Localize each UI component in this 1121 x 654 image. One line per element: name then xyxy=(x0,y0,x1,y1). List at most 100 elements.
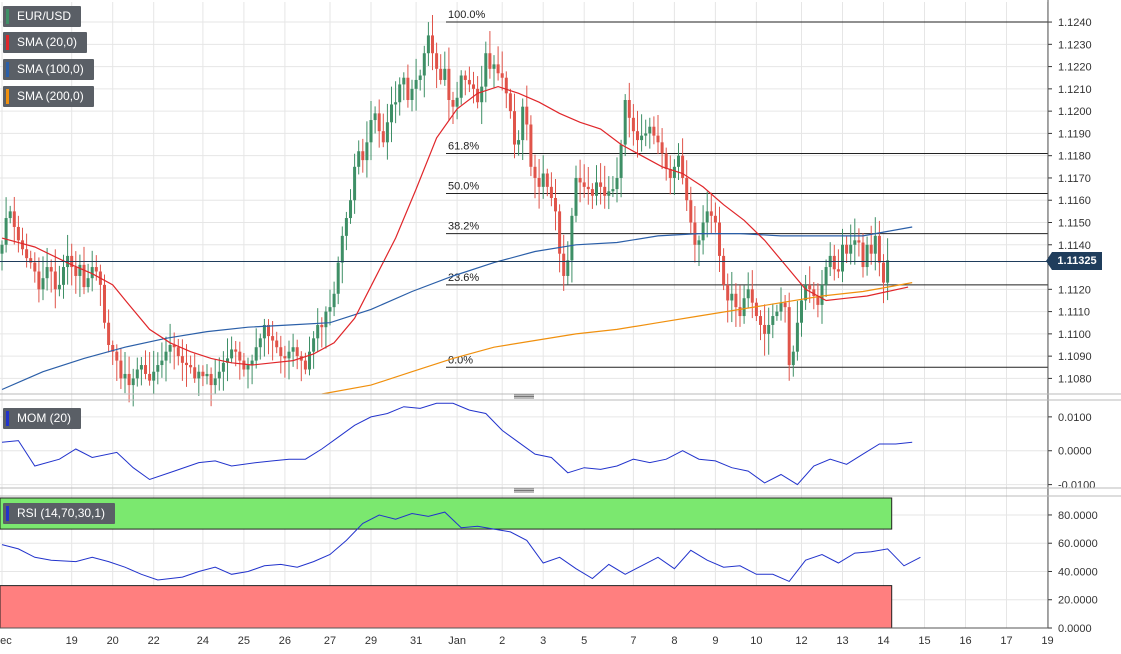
bull-candle xyxy=(623,100,627,145)
bull-candle xyxy=(841,244,844,272)
bear-candle xyxy=(320,324,324,328)
bear-candle xyxy=(21,240,24,250)
bear-candle xyxy=(533,166,537,178)
bear-candle xyxy=(832,255,836,270)
bull-candle xyxy=(779,302,783,312)
bull-candle xyxy=(746,289,750,299)
bear-candle xyxy=(812,289,816,296)
bear-candle xyxy=(115,351,119,361)
fib-label: 23.6% xyxy=(448,272,479,284)
bear-candle xyxy=(656,135,660,143)
bear-candle xyxy=(603,186,607,196)
oversold-zone xyxy=(0,585,893,629)
price-axis-label: 1.1090 xyxy=(1058,351,1092,363)
x-axis-label: 22 xyxy=(148,635,160,647)
bear-candle xyxy=(435,53,439,69)
pane-resize-handles[interactable] xyxy=(514,394,534,493)
bear-candle xyxy=(209,373,213,386)
bear-candle xyxy=(238,351,242,361)
bull-candle xyxy=(78,264,82,276)
bear-candle xyxy=(472,84,475,89)
bull-candle xyxy=(291,347,295,352)
bear-candle xyxy=(754,302,758,317)
bear-candle xyxy=(787,307,791,366)
bear-candle xyxy=(29,258,33,263)
bear-candle xyxy=(750,289,754,303)
bear-candle xyxy=(283,356,287,359)
bear-candle xyxy=(554,198,557,212)
x-axis-label: 13 xyxy=(836,635,848,647)
bear-candle xyxy=(16,226,20,241)
bull-candle xyxy=(410,88,414,100)
x-axis-label: 7 xyxy=(630,635,636,647)
legend-sma200[interactable]: SMA (200,0) xyxy=(3,86,94,107)
momentum-pane xyxy=(1,402,913,486)
bull-candle xyxy=(791,351,795,366)
bear-candle xyxy=(525,106,529,125)
bull-candle xyxy=(336,262,340,294)
bear-candle xyxy=(808,284,812,290)
bear-candle xyxy=(431,35,434,54)
bear-candle xyxy=(857,240,861,243)
legend-sma20[interactable]: SMA (20,0) xyxy=(3,32,88,53)
bull-candle xyxy=(455,97,459,107)
bull-candle xyxy=(0,244,4,254)
bear-candle xyxy=(267,324,270,337)
bear-candle xyxy=(447,68,451,100)
bear-candle xyxy=(636,131,639,141)
mom-swatch xyxy=(6,411,9,426)
moving-averages xyxy=(1,85,913,395)
bear-candle xyxy=(361,151,365,161)
bear-candle xyxy=(234,349,238,352)
legend-mom[interactable]: MOM (20) xyxy=(3,408,81,429)
legend-sma100[interactable]: SMA (100,0) xyxy=(3,59,94,80)
legend-mom-label: MOM (20) xyxy=(17,411,71,425)
x-axis-label: 15 xyxy=(918,635,930,647)
bear-candle xyxy=(279,347,283,357)
bull-candle xyxy=(566,260,570,276)
x-axis-label: 29 xyxy=(365,635,377,647)
bull-candle xyxy=(701,222,705,241)
bull-candle xyxy=(230,349,234,359)
bear-candle xyxy=(127,373,131,386)
bear-candle xyxy=(172,345,176,348)
price-axis-label: 1.1230 xyxy=(1058,39,1092,51)
x-axis-label: 8 xyxy=(671,635,677,647)
bear-candle xyxy=(660,142,664,154)
fib-label: 61.8% xyxy=(448,140,479,152)
bull-candle xyxy=(308,351,311,370)
bull-candle xyxy=(697,240,701,245)
x-axis-label: 9 xyxy=(712,635,718,647)
bull-candle xyxy=(250,360,254,366)
bull-candle xyxy=(402,77,406,85)
legend-sma20-label: SMA (20,0) xyxy=(17,35,78,49)
bull-candle xyxy=(615,177,619,190)
mom-axis-label: 0.0100 xyxy=(1058,412,1092,424)
bear-candle xyxy=(599,182,603,187)
x-axis-label: 14 xyxy=(877,635,889,647)
bull-candle xyxy=(217,371,221,379)
bear-candle xyxy=(545,173,549,187)
bear-candle xyxy=(578,177,582,183)
bull-candle xyxy=(152,371,156,381)
bear-candle xyxy=(627,100,631,118)
sma100-line xyxy=(1,226,913,391)
bear-candle xyxy=(180,356,184,363)
bear-candle xyxy=(836,269,840,272)
bear-candle xyxy=(185,362,188,366)
bull-candle xyxy=(324,311,328,328)
bear-candle xyxy=(201,371,205,377)
bear-candle xyxy=(439,68,443,80)
bull-candle xyxy=(160,360,164,366)
bull-candle xyxy=(619,144,623,178)
bull-candle xyxy=(312,338,316,352)
bull-candle xyxy=(86,278,90,288)
current-price-tag: 1.11325 xyxy=(1046,252,1102,271)
bear-candle xyxy=(476,88,480,103)
legend-rsi[interactable]: RSI (14,70,30,1) xyxy=(3,503,116,524)
bull-candle xyxy=(767,324,771,334)
bear-candle xyxy=(107,322,111,345)
legend-pair[interactable]: EUR/USD xyxy=(3,6,82,27)
bull-candle xyxy=(517,140,521,145)
bear-candle xyxy=(53,271,57,290)
